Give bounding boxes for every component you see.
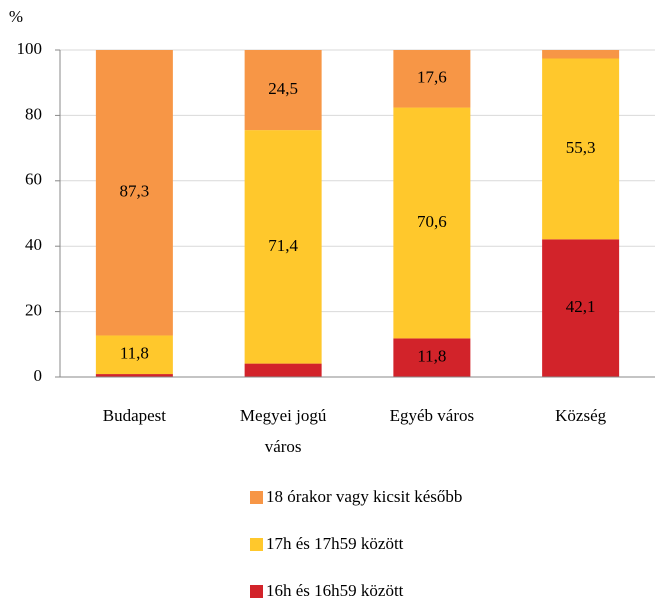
bar-segment [542,58,620,240]
bar-segment [542,239,620,377]
bar-segment [542,50,620,59]
x-tick-label: Község [555,406,606,425]
data-label: 11,8 [417,347,446,366]
bar-segment [244,363,322,377]
bar-segment [244,130,322,364]
y-tick-label: 40 [25,235,42,254]
y-tick-label: 0 [34,366,43,385]
data-label: 11,8 [120,344,149,363]
legend-swatch [250,585,263,598]
data-label: 87,3 [120,182,150,201]
bar-segment [393,50,471,108]
y-tick-label: 80 [25,104,42,123]
bar-segment [393,338,471,377]
x-tick-label: Egyéb város [390,406,475,425]
data-label: 24,5 [268,79,298,98]
data-label: 17,6 [417,68,447,87]
y-tick-label: 20 [25,301,42,320]
data-label: 70,6 [417,212,447,231]
legend-label: 16h és 16h59 között [266,581,404,600]
legend-swatch [250,538,263,551]
data-label: 55,3 [566,138,596,157]
y-tick-label: 60 [25,170,42,189]
data-label: 42,1 [566,297,596,316]
y-tick-label: 100 [17,39,43,58]
y-unit: % [9,7,23,26]
legend-label: 18 órakor vagy kicsit később [266,487,462,506]
x-tick-label: Megyei jogú város [240,406,327,456]
bar-segment [95,335,173,375]
bar-segment [244,50,322,131]
bar-segment [393,107,471,339]
bar-segment [95,50,173,336]
legend-label: 17h és 17h59 között [266,534,404,553]
x-tick-label: Budapest [103,406,167,425]
legend-swatch [250,491,263,504]
data-label: 71,4 [268,236,298,255]
bar-segment [95,374,173,377]
